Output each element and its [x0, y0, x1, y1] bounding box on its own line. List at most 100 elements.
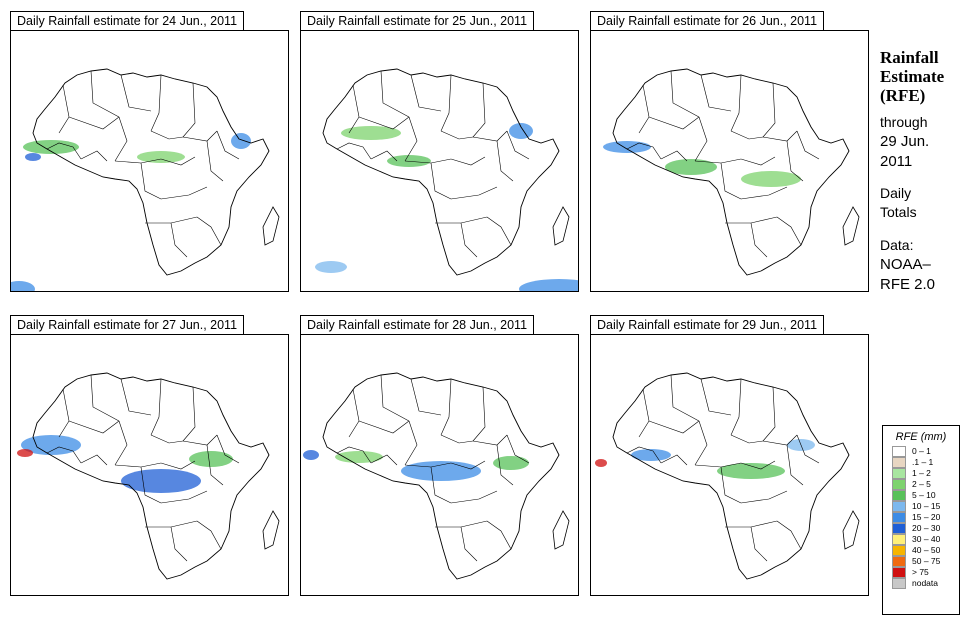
madagascar-outline [552, 206, 570, 246]
legend-swatch [892, 490, 906, 501]
country-border [404, 116, 418, 162]
rainfall-area [11, 281, 35, 291]
map-panel-6: Daily Rainfall estimate for 29 Jun., 201… [590, 315, 869, 596]
country-border [182, 386, 196, 442]
rainfall-area [401, 461, 481, 481]
country-border [730, 130, 764, 140]
country-border [182, 434, 218, 446]
country-border [196, 216, 222, 246]
country-border [348, 388, 360, 438]
legend-swatch [892, 534, 906, 545]
country-border [140, 162, 162, 200]
legend-label: 40 – 50 [912, 545, 941, 555]
legend-swatch [892, 479, 906, 490]
legend-label: 30 – 40 [912, 534, 941, 544]
legend-label: 20 – 30 [912, 523, 941, 533]
country-border [660, 150, 688, 162]
rainfall-area [315, 261, 347, 273]
country-border [440, 130, 474, 140]
legend-row: > 75 [892, 567, 959, 578]
legend-label: .1 – 1 [912, 457, 934, 467]
country-border [380, 374, 410, 422]
rainfall-area [231, 133, 251, 149]
rainfall-area [387, 155, 431, 167]
totals-label: Totals [880, 204, 917, 220]
country-border [410, 378, 442, 416]
country-border [430, 162, 452, 200]
africa-map [315, 68, 578, 291]
country-border [700, 378, 732, 416]
country-border [206, 140, 224, 182]
panel-title: Daily Rainfall estimate for 29 Jun., 201… [590, 315, 825, 334]
legend-swatch [892, 446, 906, 457]
rainfall-area [493, 456, 529, 470]
country-border [638, 388, 650, 438]
legend-label: 15 – 20 [912, 512, 941, 522]
country-border [435, 216, 488, 224]
legend-swatch [892, 556, 906, 567]
country-border [472, 434, 508, 446]
country-border [182, 82, 196, 138]
rainfall-area [341, 126, 401, 140]
country-border [725, 216, 778, 224]
country-border [450, 460, 486, 470]
country-border [120, 74, 152, 112]
country-border [145, 520, 198, 528]
country-border [460, 222, 478, 258]
country-border [440, 74, 452, 132]
country-border [145, 216, 198, 224]
rainfall-map [300, 30, 579, 292]
legend-title: RFE (mm) [895, 431, 947, 443]
coastline [32, 372, 270, 580]
madagascar-outline [262, 510, 280, 550]
africa-map [11, 68, 280, 291]
rainfall-area [595, 459, 607, 467]
coastline [32, 68, 270, 276]
country-border [150, 378, 162, 436]
legend-row: 2 – 5 [892, 479, 959, 490]
rainfall-map [300, 334, 579, 596]
country-border [182, 130, 218, 142]
country-border [404, 420, 418, 466]
country-border [435, 520, 488, 528]
africa-map [603, 68, 860, 276]
country-border [496, 444, 514, 486]
rainfall-area [717, 463, 785, 479]
madagascar-outline [842, 510, 860, 550]
country-border [720, 162, 742, 200]
country-border [740, 490, 788, 504]
country-border [694, 116, 708, 162]
map-panel-1: Daily Rainfall estimate for 24 Jun., 201… [10, 11, 289, 292]
country-border [80, 454, 108, 466]
rainfall-area [17, 449, 33, 457]
through-label: through [880, 114, 928, 130]
coastline [322, 68, 560, 276]
legend-row: nodata [892, 578, 959, 589]
legend-row: 0 – 1 [892, 446, 959, 457]
country-border [700, 74, 732, 112]
rainfall-area [603, 141, 651, 153]
country-border [762, 82, 776, 138]
country-border [68, 420, 120, 434]
country-border [648, 116, 700, 130]
country-border [120, 378, 152, 416]
country-border [506, 130, 530, 160]
legend-row: 40 – 50 [892, 545, 959, 556]
country-border [150, 434, 184, 444]
country-border [762, 386, 776, 442]
heading-line: (RFE) [880, 86, 926, 105]
product-description: Rainfall Estimate (RFE) through 29 Jun. … [880, 48, 966, 295]
rainfall-area [335, 451, 383, 463]
country-border [740, 460, 776, 470]
country-border [380, 70, 410, 118]
country-border [486, 216, 512, 246]
country-border [46, 142, 82, 160]
rainfall-area [303, 450, 319, 460]
rainfall-map [10, 30, 289, 292]
country-border [740, 186, 788, 200]
africa-map [303, 372, 570, 580]
legend-label: > 75 [912, 567, 929, 577]
rainfall-map [590, 334, 869, 596]
rainfall-area [25, 153, 41, 161]
heading-line: Rainfall [880, 48, 939, 67]
